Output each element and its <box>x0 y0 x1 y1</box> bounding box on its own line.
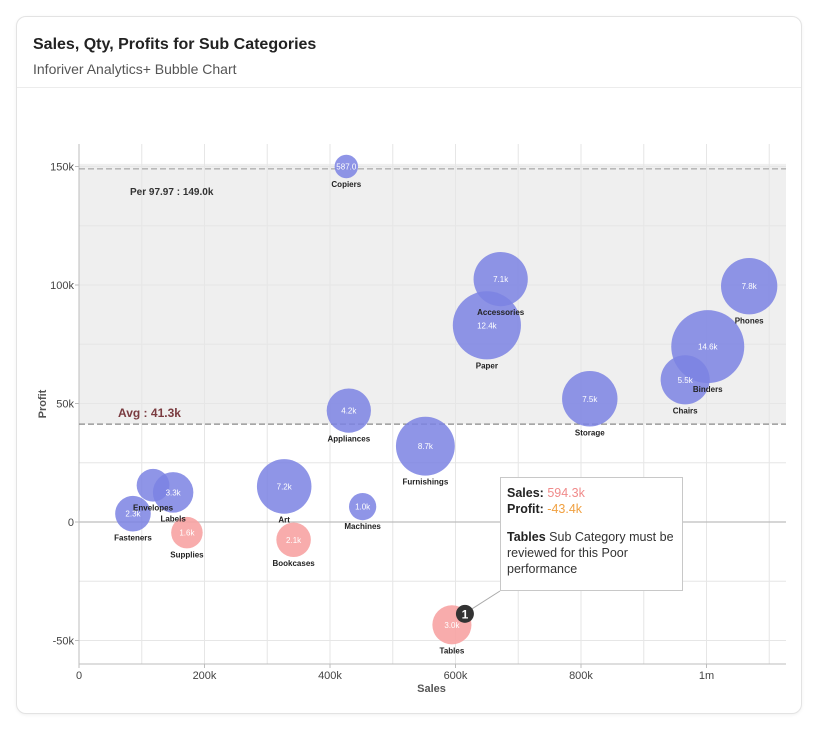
bubble <box>473 251 528 307</box>
x-tick-label: 400k <box>318 670 342 682</box>
x-axis-title: Sales <box>417 683 446 695</box>
annotation-profit-label: Profit: <box>507 502 544 516</box>
bubble-value-label: 7.2k <box>277 482 293 491</box>
bubble-value-label: 587.0 <box>336 163 357 172</box>
annotation-connector-line <box>468 590 501 612</box>
bubble-value-label: 4.2k <box>341 407 357 416</box>
bubble-value-label: 7.1k <box>493 275 509 284</box>
bubble-value-label: 3.3k <box>166 488 182 497</box>
bubble <box>276 522 311 558</box>
x-tick-label: 1m <box>699 670 714 682</box>
y-tick-label: -50k <box>53 636 75 648</box>
bubble-value-label: 14.6k <box>698 343 719 352</box>
annotation-category: Tables <box>507 530 546 544</box>
bubble <box>721 258 778 315</box>
bubble-value-label: 1.0k <box>355 503 371 512</box>
bubble-name-label: Storage <box>575 428 605 437</box>
bubble <box>256 459 312 514</box>
bubble-name-label: Fasteners <box>114 534 152 543</box>
bubble-value-label: 7.5k <box>582 395 598 404</box>
annotation-marker <box>455 604 474 623</box>
bubble-value-label: 3.0k <box>444 621 460 630</box>
bubble-name-label: Supplies <box>170 550 204 559</box>
bubble-name-label: Furnishings <box>402 478 448 487</box>
bubble-name-label: Binders <box>693 385 723 394</box>
bubble-name-label: Bookcases <box>272 559 315 568</box>
bubble-name-label: Art <box>278 516 290 525</box>
bubble-name-label: Appliances <box>327 435 370 444</box>
bubble <box>115 495 151 532</box>
bubble-name-label: Tables <box>440 646 465 655</box>
bubble-value-label: 8.7k <box>418 442 434 451</box>
y-tick-label: 0 <box>68 517 74 529</box>
bubble-name-label: Chairs <box>673 406 698 415</box>
bubble <box>452 291 521 360</box>
x-tick-label: 200k <box>193 670 217 682</box>
bubble-value-label: 5.5k <box>678 376 694 385</box>
bubble <box>334 154 359 179</box>
bubble-value-label: 7.8k <box>742 282 758 291</box>
bubble-name-label: Copiers <box>331 180 361 189</box>
average-label: Avg : 41.3k <box>118 406 181 420</box>
bubble-value-label: 12.4k <box>477 321 498 330</box>
x-tick-label: 600k <box>444 670 468 682</box>
annotation-profit-value: -43.4k <box>547 502 583 516</box>
bubble <box>326 388 371 433</box>
card-header: Sales, Qty, Profits for Sub Categories I… <box>17 17 801 88</box>
bubble-value-label: 2.1k <box>286 536 302 545</box>
annotation-connector: 1 <box>455 590 501 623</box>
annotation-box: Sales: 594.3k Profit: -43.4k Tables Sub … <box>500 477 683 591</box>
bubble-name-label: Phones <box>735 316 764 325</box>
x-tick-label: 0 <box>76 670 82 682</box>
y-tick-label: 150k <box>50 162 74 174</box>
bubble <box>171 516 203 549</box>
bubble <box>395 416 455 476</box>
bubble-value-label: 1.6k <box>179 529 195 538</box>
bubble-value-label: 2.3k <box>125 510 141 519</box>
bubble <box>136 468 170 502</box>
bubble-name-label: Labels <box>160 515 186 524</box>
y-tick-label: 50k <box>56 399 74 411</box>
bubble-name-label: Accessories <box>477 308 525 317</box>
bubble <box>349 492 377 521</box>
x-tick-label: 800k <box>569 670 593 682</box>
bubbles: 14.6k Binders 12.4k Paper 8.7k Furnishings 7.8… <box>114 154 778 655</box>
annotation-sales-label: Sales: <box>507 486 544 500</box>
annotation-marker-number: 1 <box>462 607 469 621</box>
bubble <box>660 355 710 405</box>
y-tick-label: 100k <box>50 280 74 292</box>
bubble-name-label: Paper <box>476 361 498 370</box>
percentile-label: Per 97.97 : 149.0k <box>130 187 214 198</box>
y-axis-title: Profit <box>37 389 49 418</box>
annotation-message: Sub Category must be reviewed for this P… <box>507 530 674 576</box>
bubble-name-label: Machines <box>344 522 381 531</box>
bubble <box>562 371 618 427</box>
chart-title: Sales, Qty, Profits for Sub Categories <box>33 36 317 53</box>
chart-subtitle: Inforiver Analytics+ Bubble Chart <box>33 61 237 77</box>
bubble-name-label: Envelopes <box>133 504 174 513</box>
annotation-sales-value: 594.3k <box>547 486 585 500</box>
